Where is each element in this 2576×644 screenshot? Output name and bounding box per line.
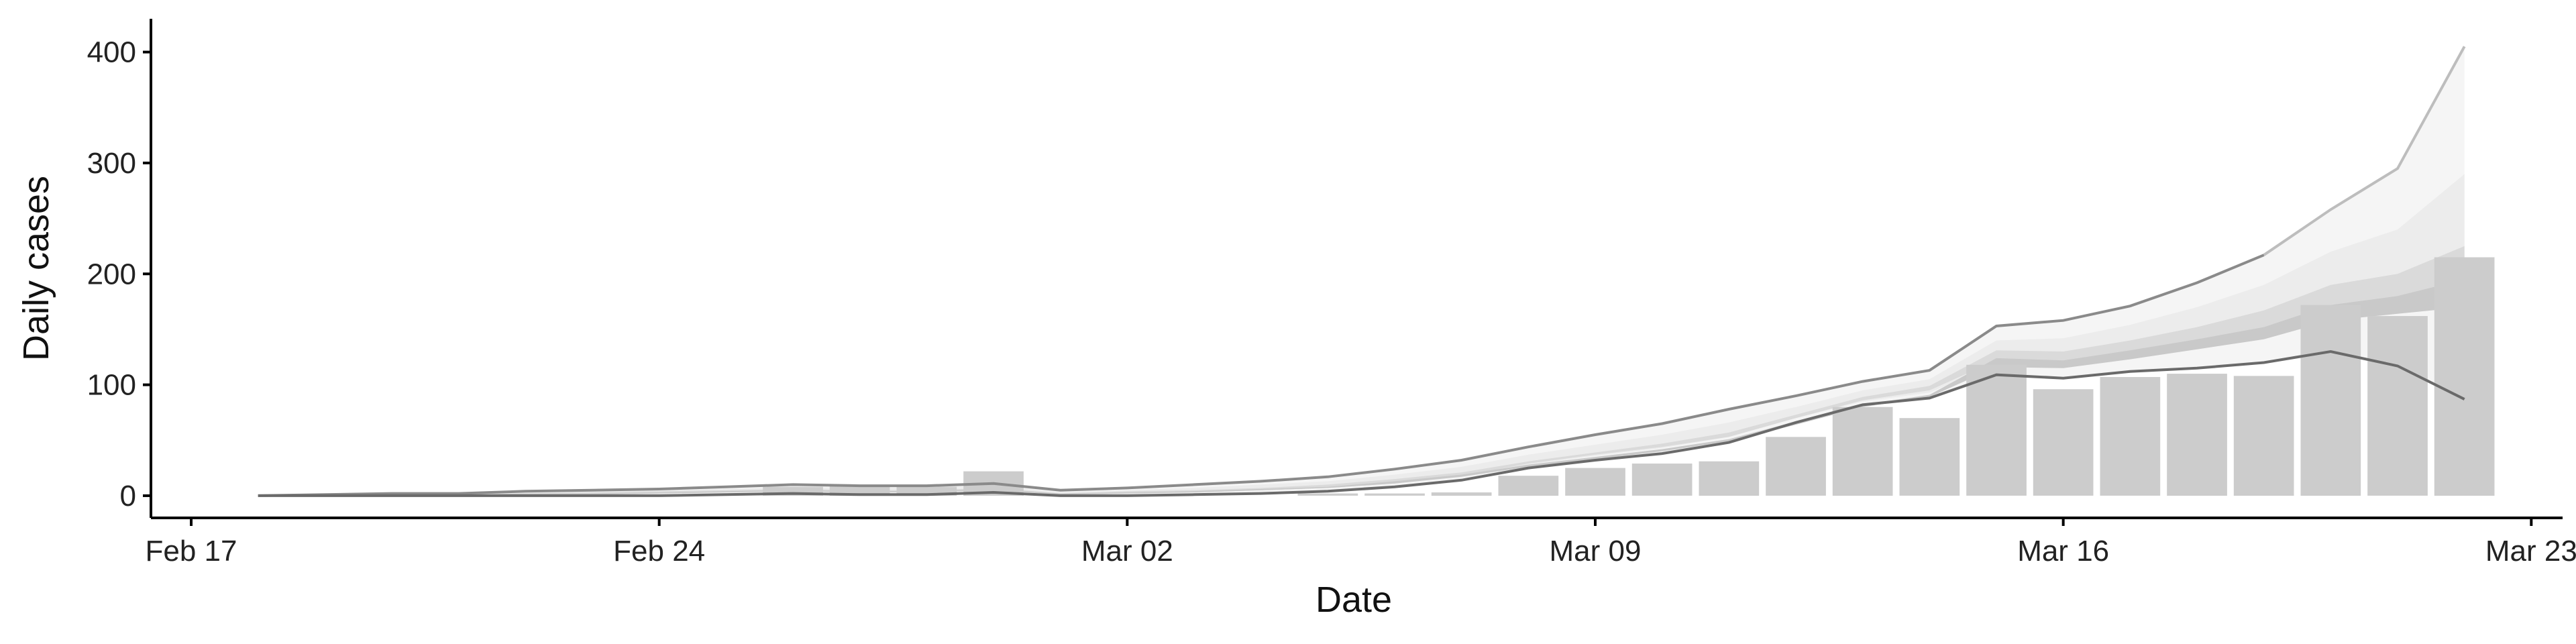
bar-2020-03-10: [1631, 464, 1693, 496]
x-tick-label: Mar 09: [1550, 535, 1642, 568]
bar-2020-03-07: [1431, 492, 1492, 496]
bar-2020-03-16: [2033, 389, 2094, 496]
x-tick-label: Mar 02: [1081, 535, 1173, 568]
bar-2020-03-12: [1766, 437, 1826, 496]
x-tick-label: Feb 24: [613, 535, 705, 568]
y-tick-label: 300: [87, 147, 136, 180]
y-axis-title: Daily cases: [16, 176, 56, 361]
bar-2020-03-22: [2434, 257, 2495, 496]
bar-2020-03-05: [1297, 493, 1358, 496]
bar-2020-03-14: [1899, 418, 1960, 496]
y-tick-label: 400: [87, 36, 136, 69]
y-tick-label: 100: [87, 369, 136, 402]
bar-2020-03-21: [2367, 316, 2428, 496]
y-tick-label: 200: [87, 258, 136, 290]
x-tick-label: Mar 23: [2485, 535, 2576, 568]
y-axis-ticks: 0 100 200 300 400: [87, 36, 151, 513]
bar-2020-03-11: [1699, 461, 1760, 496]
bar-2020-03-06: [1364, 493, 1425, 496]
bar-2020-03-13: [1832, 407, 1893, 496]
estimate-boundary-lines: [258, 46, 2466, 497]
bar-2020-03-18: [2167, 374, 2227, 496]
x-tick-label: Feb 17: [146, 535, 237, 568]
upper-bound-line-outer: [2263, 46, 2466, 256]
axes: [150, 19, 2563, 519]
bar-2020-03-19: [2233, 376, 2294, 496]
y-tick-label: 0: [120, 480, 136, 513]
bar-2020-03-15: [1966, 364, 2027, 496]
bar-2020-03-20: [2300, 305, 2361, 496]
x-tick-label: Mar 16: [2017, 535, 2109, 568]
x-axis-title: Date: [1316, 580, 1392, 620]
estimate-bands: [258, 46, 2465, 496]
lower-bound-line: [258, 350, 2465, 497]
daily-case-bars: [763, 257, 2495, 496]
bar-2020-03-17: [2100, 377, 2161, 496]
x-axis-ticks: Feb 17 Feb 24 Mar 02 Mar 09 Mar 16 Mar 23: [146, 518, 2576, 568]
bar-2020-03-08: [1498, 476, 1559, 496]
upper-bound-line: [258, 254, 2265, 497]
bar-2020-03-09: [1565, 468, 1625, 496]
